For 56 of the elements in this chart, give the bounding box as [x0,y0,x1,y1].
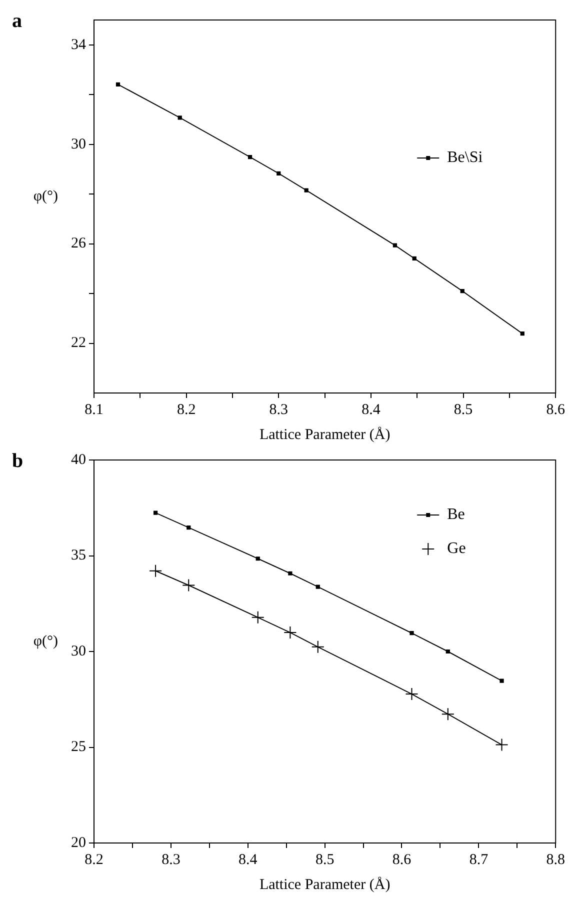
point [520,332,524,336]
point [410,631,414,636]
legend-label: Ge [447,540,466,558]
point [405,688,418,701]
point [460,288,464,294]
point [446,649,450,654]
y-tick-label: 26 [71,236,86,252]
point [392,243,398,248]
point [153,510,158,515]
x-tick-label: 8.4 [238,852,258,868]
y-tick-label: 30 [71,136,86,152]
x-tick-label: 8.5 [454,402,473,418]
point [495,738,508,752]
point [178,116,182,120]
point [288,571,292,576]
x-tick-label: 8.3 [162,852,180,868]
y-tick-label: 22 [71,335,86,352]
x-tick-label: 8.2 [176,402,196,418]
point [276,171,281,176]
point [500,678,504,683]
point [304,188,308,192]
point [149,564,162,578]
y-tick-label: 40 [71,452,86,468]
point [256,556,260,561]
text: a [12,10,22,32]
x-tick-label: 8.6 [392,852,412,868]
x-axis-title: Lattice Parameter (Å) [259,426,390,443]
point [251,610,264,624]
point [412,256,416,261]
x-tick-label: 8.4 [362,402,381,418]
text: b [12,450,24,472]
x-tick-label: 8.7 [469,852,489,868]
x-tick-label: 8.5 [315,852,334,868]
point [182,578,196,592]
x-tick-label: 8.8 [546,852,565,868]
point [116,82,120,86]
point [186,526,191,530]
point [311,640,324,654]
x-tick-label: 8.1 [84,402,104,418]
x-tick-label: 8.3 [269,402,288,418]
point [248,154,252,160]
y-tick-label: 20 [71,834,86,851]
y-tick-label: 35 [71,548,86,564]
x-tick-label: 8.2 [84,852,104,868]
x-axis-title: Lattice Parameter (Å) [259,876,390,893]
y-tick-label: 25 [71,739,86,756]
y-axis-title: φ(°) [33,633,58,650]
legend-label: Be\Si [447,149,484,166]
point [284,626,297,640]
y-tick-label: 34 [71,36,86,53]
x-tick-label: 8.6 [546,402,566,418]
y-tick-label: 30 [71,643,86,660]
point [441,708,454,721]
point [316,584,320,589]
legend-label: Be [447,506,465,524]
y-axis-title: φ(°) [33,188,58,204]
